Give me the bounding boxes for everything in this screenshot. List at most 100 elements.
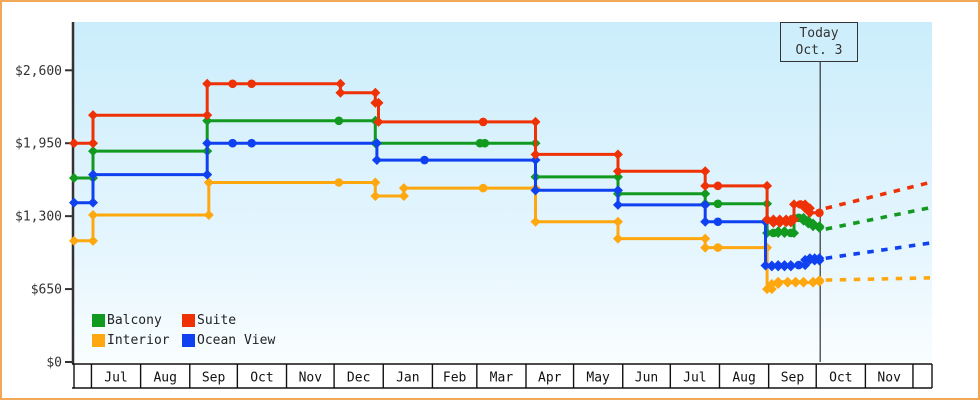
today-marker-line2: Oct. 3: [795, 43, 843, 58]
data-point: [700, 242, 711, 253]
data-point: [202, 78, 213, 89]
data-point: [88, 210, 99, 221]
legend-item-balcony: Balcony: [92, 312, 182, 328]
data-point: [700, 216, 711, 227]
month-label: Sep: [202, 371, 226, 386]
data-point: [478, 117, 488, 127]
month-label: Apr: [538, 371, 562, 386]
data-point: [228, 79, 237, 89]
month-label: Feb: [443, 371, 467, 386]
data-point: [334, 116, 344, 126]
month-label: Jul: [683, 371, 706, 386]
legend-label-balcony: Balcony: [107, 312, 162, 328]
legend-item-interior: Interior: [92, 332, 182, 348]
data-point: [612, 199, 623, 210]
data-point: [612, 171, 623, 182]
data-point: [398, 183, 409, 194]
data-point: [790, 276, 801, 287]
data-point: [69, 173, 79, 184]
series-balcony: [69, 115, 931, 238]
data-point: [335, 78, 346, 89]
data-point: [713, 181, 723, 191]
data-point: [530, 116, 541, 127]
y-tick-label: $650: [31, 283, 62, 298]
data-point: [247, 79, 256, 89]
data-point: [766, 284, 777, 295]
data-point: [247, 138, 256, 148]
data-point: [762, 180, 773, 191]
forecast-line: [825, 276, 931, 282]
data-point: [789, 227, 800, 238]
data-point: [814, 222, 825, 233]
legend-item-suite: Suite: [182, 312, 275, 328]
month-label: Sep: [781, 371, 805, 386]
month-label: Jul: [104, 371, 127, 386]
data-point: [814, 275, 825, 286]
data-point: [612, 185, 623, 196]
data-point: [478, 183, 488, 193]
data-point: [202, 169, 213, 180]
data-point: [782, 277, 793, 288]
data-point: [713, 199, 723, 209]
today-marker-label: Today Oct. 3: [780, 22, 858, 62]
series-suite: [69, 78, 931, 228]
today-marker-line1: Today: [799, 26, 839, 41]
data-point: [814, 253, 825, 264]
legend-swatch-ocean-view: [182, 333, 195, 347]
y-tick-label: $1,950: [15, 137, 62, 152]
data-point: [88, 169, 99, 180]
data-point: [530, 185, 541, 196]
legend-swatch-interior: [92, 333, 105, 347]
data-point: [373, 97, 384, 108]
month-label: Aug: [732, 371, 755, 386]
data-point: [334, 178, 344, 187]
legend-item-ocean-view: Ocean View: [182, 332, 276, 348]
data-point: [202, 110, 213, 121]
data-point: [228, 138, 237, 148]
y-tick-label: $1,300: [15, 210, 62, 225]
data-point: [804, 207, 815, 218]
data-point: [202, 115, 213, 126]
data-point: [202, 138, 213, 149]
data-point: [88, 197, 99, 208]
data-point: [815, 208, 824, 218]
y-tick-label: $0: [46, 356, 62, 371]
legend-label-ocean-view: Ocean View: [197, 332, 276, 348]
data-point: [88, 138, 99, 149]
legend-label-suite: Suite: [197, 312, 237, 328]
data-point: [203, 177, 214, 188]
data-point: [530, 216, 541, 227]
month-label: Aug: [153, 371, 176, 386]
legend-swatch-balcony: [92, 313, 105, 327]
data-point: [700, 199, 711, 210]
data-point: [335, 87, 346, 98]
data-point: [785, 260, 796, 271]
plot-area: [74, 22, 932, 362]
data-point: [203, 210, 214, 221]
data-point: [713, 217, 723, 227]
data-point: [700, 180, 711, 191]
data-point: [789, 199, 800, 210]
data-point: [713, 243, 723, 252]
month-label: Nov: [299, 371, 323, 386]
data-point: [69, 138, 79, 149]
month-label: Dec: [347, 371, 370, 386]
legend-label-interior: Interior: [107, 332, 170, 348]
data-point: [612, 149, 623, 160]
forecast-line: [825, 180, 931, 211]
month-label: Jan: [396, 371, 419, 386]
month-label: Jun: [635, 371, 658, 386]
data-point: [88, 146, 99, 157]
month-label: Mar: [490, 371, 514, 386]
data-point: [371, 155, 382, 166]
legend-swatch-suite: [182, 313, 195, 327]
data-point: [88, 110, 99, 121]
data-point: [700, 166, 711, 177]
data-point: [700, 188, 711, 199]
data-point: [773, 276, 784, 287]
series-ocean-view: [69, 138, 931, 272]
legend: Balcony Suite Interior Ocean View: [92, 312, 276, 348]
data-point: [760, 260, 771, 271]
